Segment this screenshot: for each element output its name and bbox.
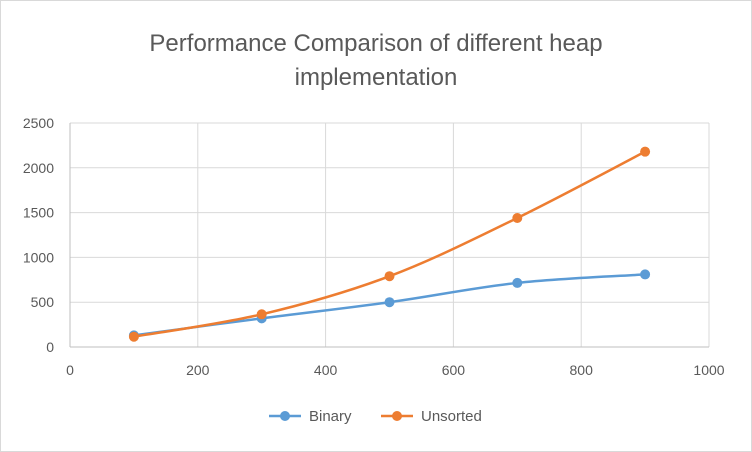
y-tick-label: 500 [31, 294, 55, 310]
x-tick-label: 600 [442, 362, 466, 378]
y-tick-label: 1500 [23, 205, 54, 221]
chart-title: Performance Comparison of different heap… [149, 30, 602, 91]
series-plot-area [128, 146, 651, 342]
legend[interactable]: Binary Unsorted [269, 408, 482, 425]
x-tick-label: 0 [66, 362, 74, 378]
data-point-binary-900 [640, 269, 651, 280]
legend-marker-unsorted [392, 411, 402, 421]
series-line-unsorted [133, 150, 646, 338]
data-point-unsorted-300 [256, 309, 267, 320]
data-point-binary-500 [384, 297, 395, 308]
legend-label-binary: Binary [309, 408, 352, 425]
data-point-unsorted-700 [512, 212, 523, 223]
x-tick-label: 800 [570, 362, 594, 378]
y-axis-tick-labels: 0 500 1000 1500 2000 2500 [23, 115, 54, 355]
x-tick-label: 400 [314, 362, 338, 378]
x-axis-tick-labels: 0 200 400 600 800 1000 [66, 362, 725, 378]
data-point-unsorted-900 [640, 146, 651, 157]
x-tick-label: 200 [186, 362, 210, 378]
chart-title-line-1: Performance Comparison of different heap [149, 30, 602, 57]
y-tick-label: 2500 [23, 115, 54, 131]
legend-marker-binary [280, 411, 290, 421]
legend-label-unsorted: Unsorted [421, 408, 482, 425]
y-tick-label: 0 [46, 339, 54, 355]
data-point-binary-700 [512, 277, 523, 288]
axes [69, 123, 709, 348]
gridlines [70, 122, 710, 347]
data-point-unsorted-100 [128, 331, 139, 342]
y-tick-label: 1000 [23, 249, 54, 265]
y-tick-label: 2000 [23, 160, 54, 176]
data-point-unsorted-500 [384, 271, 395, 282]
chart-title-line-2: implementation [295, 64, 458, 91]
x-tick-label: 1000 [693, 362, 724, 378]
